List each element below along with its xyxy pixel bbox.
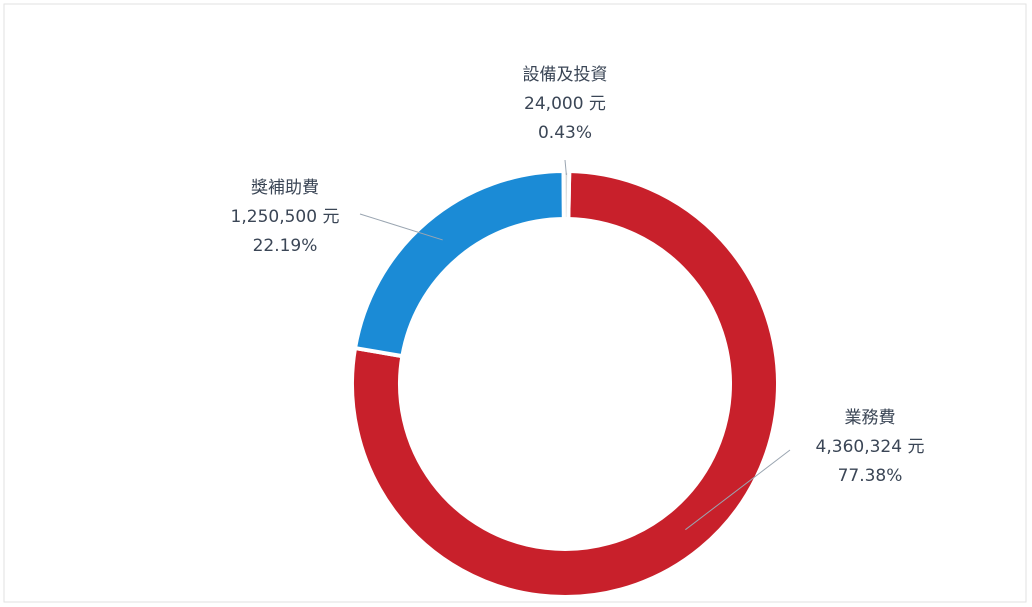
percentage-label: 22.19% — [253, 236, 318, 256]
leader-line — [685, 449, 791, 531]
leader-line — [359, 213, 443, 241]
value-label: 24,000 元 — [524, 94, 606, 114]
category-label: 設備及投資 — [523, 65, 608, 85]
leader-line — [564, 159, 567, 176]
value-label: 4,360,324 元 — [816, 437, 925, 457]
donut-segment — [561, 169, 572, 222]
category-label: 獎補助費 — [251, 178, 319, 198]
chart-frame — [3, 3, 1027, 603]
donut-segment — [350, 168, 780, 599]
percentage-label: 0.43% — [538, 123, 592, 143]
category-label: 業務費 — [845, 408, 896, 428]
percentage-label: 77.38% — [838, 466, 903, 486]
value-label: 1,250,500 元 — [231, 207, 340, 227]
